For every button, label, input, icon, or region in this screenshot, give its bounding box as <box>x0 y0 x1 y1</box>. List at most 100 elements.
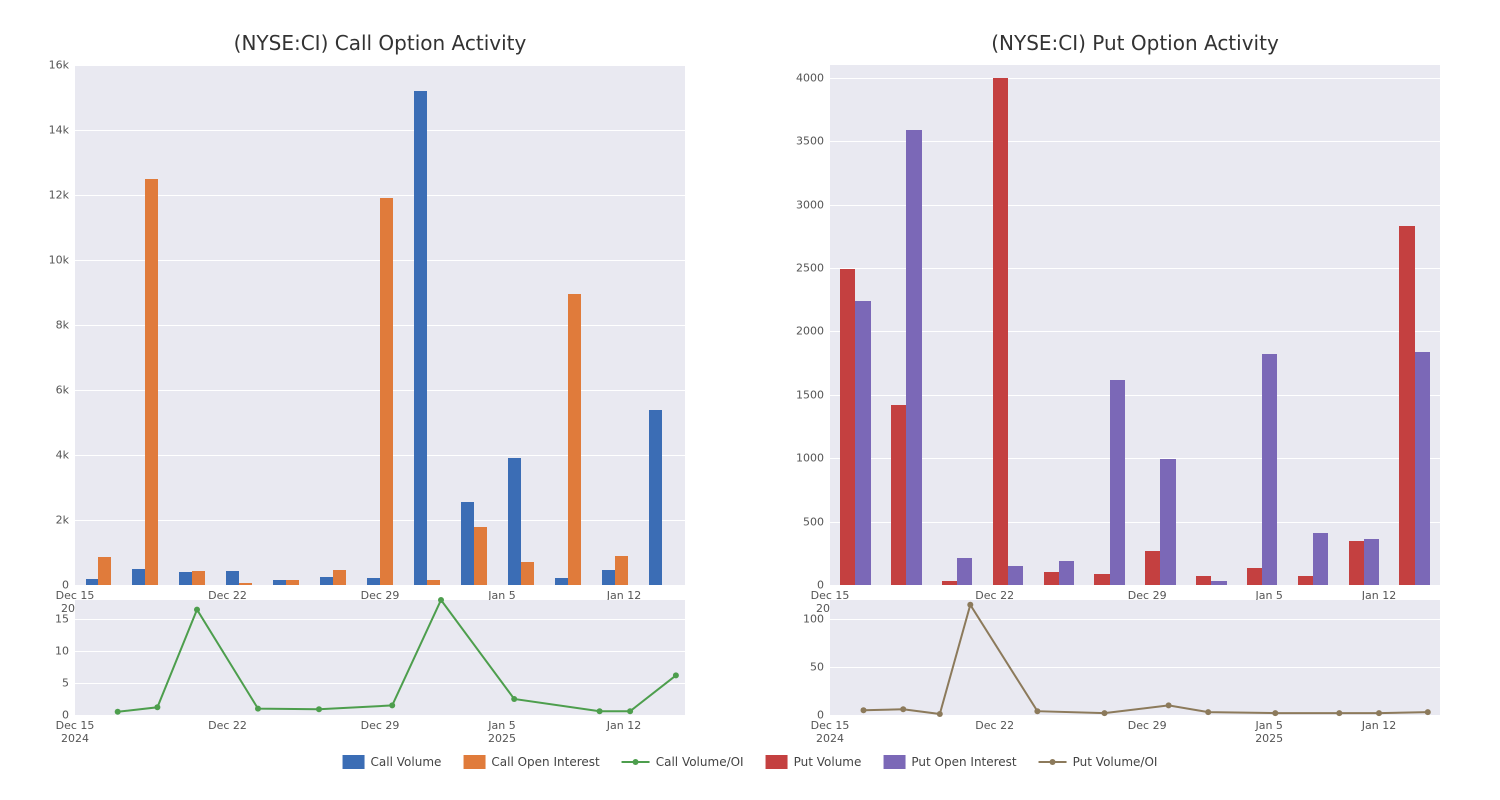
left-title: (NYSE:CI) Call Option Activity <box>234 31 527 55</box>
bar <box>855 301 870 585</box>
bar <box>1349 541 1364 585</box>
bar <box>1044 572 1059 585</box>
ytick-label: 2000 <box>796 325 830 338</box>
legend: Call Volume Call Open Interest Call Volume… <box>343 755 1158 769</box>
ytick-label: 15 <box>55 613 75 626</box>
bar <box>1145 551 1160 585</box>
figure: (NYSE:CI) Call Option Activity 02k4k6k8k1… <box>0 0 1500 800</box>
bar <box>615 556 628 585</box>
legend-swatch <box>766 755 788 769</box>
bar <box>555 578 568 585</box>
bar <box>1211 581 1226 585</box>
bar <box>1196 576 1211 586</box>
xtick-label: Dec 29 <box>361 715 400 732</box>
ytick-label: 4000 <box>796 71 830 84</box>
legend-label: Call Open Interest <box>491 755 599 769</box>
bar <box>367 578 380 585</box>
legend-swatch <box>463 755 485 769</box>
legend-item: Put Volume <box>766 755 862 769</box>
ytick-label: 4k <box>56 449 75 462</box>
bar <box>891 405 906 585</box>
legend-swatch <box>343 755 365 769</box>
bar <box>474 527 487 586</box>
ytick-label: 8k <box>56 319 75 332</box>
legend-line-icon <box>622 755 650 769</box>
xtick-label: Dec 22 <box>208 715 247 732</box>
ytick-label: 1000 <box>796 452 830 465</box>
line-plot <box>830 600 1440 715</box>
bar <box>649 410 662 586</box>
bar <box>380 198 393 585</box>
bar <box>320 577 333 585</box>
legend-item: Call Volume <box>343 755 442 769</box>
bar <box>179 572 192 585</box>
legend-item: Call Open Interest <box>463 755 599 769</box>
ytick-label: 5 <box>62 677 75 690</box>
legend-label: Put Volume <box>794 755 862 769</box>
bar <box>461 502 474 585</box>
bar <box>226 571 239 585</box>
bar <box>286 580 299 585</box>
ytick-label: 50 <box>810 661 830 674</box>
bar <box>192 571 205 585</box>
left-bars-area: 02k4k6k8k10k12k14k16kDec 152024Dec 22Dec… <box>75 65 685 585</box>
xtick-label: Dec 152024 <box>56 715 95 745</box>
bar <box>1364 539 1379 585</box>
bar <box>993 78 1008 585</box>
legend-label: Call Volume <box>371 755 442 769</box>
left-line-area: 051015Dec 152024Dec 22Dec 29Jan 52025Jan… <box>75 600 685 715</box>
bar <box>145 179 158 585</box>
bar <box>1399 226 1414 585</box>
bar <box>1298 576 1313 586</box>
legend-label: Put Open Interest <box>911 755 1016 769</box>
bar <box>1094 574 1109 585</box>
bar <box>602 570 615 585</box>
bar <box>840 269 855 585</box>
bar <box>568 294 581 585</box>
bar <box>1110 380 1125 585</box>
bar <box>1247 568 1262 585</box>
right-bars-area: 05001000150020002500300035004000Dec 1520… <box>830 65 1440 585</box>
ytick-label: 14k <box>49 124 75 137</box>
xtick-label: Jan 52025 <box>1255 715 1283 745</box>
legend-line-icon <box>1039 755 1067 769</box>
xtick-label: Jan 52025 <box>488 715 516 745</box>
ytick-label: 2500 <box>796 261 830 274</box>
bar <box>98 557 111 585</box>
xtick-label: Dec 152024 <box>811 715 850 745</box>
ytick-label: 10k <box>49 254 75 267</box>
ytick-label: 16k <box>49 59 75 72</box>
ytick-label: 100 <box>803 613 830 626</box>
ytick-label: 3500 <box>796 135 830 148</box>
bar <box>1160 459 1175 585</box>
bar <box>333 570 346 585</box>
legend-item: Put Open Interest <box>883 755 1016 769</box>
legend-label: Put Volume/OI <box>1073 755 1158 769</box>
bar <box>273 580 286 585</box>
ytick-label: 500 <box>803 515 830 528</box>
bar <box>508 458 521 585</box>
bar <box>1008 566 1023 585</box>
xtick-label: Dec 29 <box>1128 715 1167 732</box>
legend-swatch <box>883 755 905 769</box>
bar <box>1059 561 1074 585</box>
legend-item: Put Volume/OI <box>1039 755 1158 769</box>
legend-item: Call Volume/OI <box>622 755 744 769</box>
right-line-area: 050100Dec 152024Dec 22Dec 29Jan 52025Jan… <box>830 600 1440 715</box>
bar <box>132 569 145 585</box>
bar <box>942 581 957 585</box>
bar <box>1313 533 1328 585</box>
bar <box>1415 352 1430 585</box>
xtick-label: Jan 12 <box>607 715 641 732</box>
right-title: (NYSE:CI) Put Option Activity <box>991 31 1279 55</box>
ytick-label: 2k <box>56 514 75 527</box>
ytick-label: 3000 <box>796 198 830 211</box>
ytick-label: 12k <box>49 189 75 202</box>
bar <box>427 580 440 585</box>
legend-label: Call Volume/OI <box>656 755 744 769</box>
bar <box>906 130 921 585</box>
bar <box>1262 354 1277 585</box>
bar <box>957 558 972 585</box>
line-plot <box>75 600 685 715</box>
xtick-label: Dec 22 <box>975 715 1014 732</box>
